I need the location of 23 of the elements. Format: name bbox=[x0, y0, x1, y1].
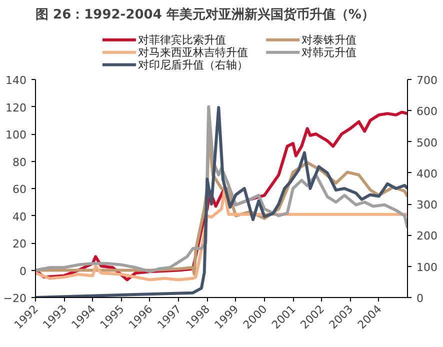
y-tick-label: 40 bbox=[12, 210, 27, 224]
y2-tick-label: 500 bbox=[416, 136, 438, 150]
y-tick-label: 120 bbox=[6, 101, 27, 114]
y-tick-label: 80 bbox=[12, 156, 27, 169]
y-tick-label: −20 bbox=[3, 292, 27, 305]
y2-tick-label: 400 bbox=[416, 167, 438, 180]
legend-label: 对泰铢升值 bbox=[301, 33, 356, 46]
chart-title: 图 26：1992-2004 年美元对亚洲新兴国货币升值（%） bbox=[36, 6, 374, 22]
y2-tick-label: 300 bbox=[416, 198, 438, 212]
y2-tick-label: 200 bbox=[416, 230, 438, 243]
y2-tick-label: 600 bbox=[416, 105, 438, 118]
legend-label: 对印尼盾升值（右轴） bbox=[138, 58, 248, 72]
y-tick-label: 60 bbox=[12, 183, 27, 196]
legend-label: 对马来西亚林吉特升值 bbox=[138, 46, 248, 59]
y2-tick-label: 0 bbox=[416, 292, 424, 305]
y2-tick-label: 100 bbox=[416, 260, 438, 274]
y-tick-label: 0 bbox=[20, 264, 26, 278]
y-tick-label: 100 bbox=[6, 128, 27, 142]
y-tick-label: 140 bbox=[6, 74, 27, 87]
legend-label: 对菲律宾比索升值 bbox=[138, 33, 226, 46]
legend-label: 对韩元升值 bbox=[301, 46, 356, 59]
y2-tick-label: 700 bbox=[416, 74, 438, 87]
y-tick-label: 20 bbox=[12, 238, 27, 250]
